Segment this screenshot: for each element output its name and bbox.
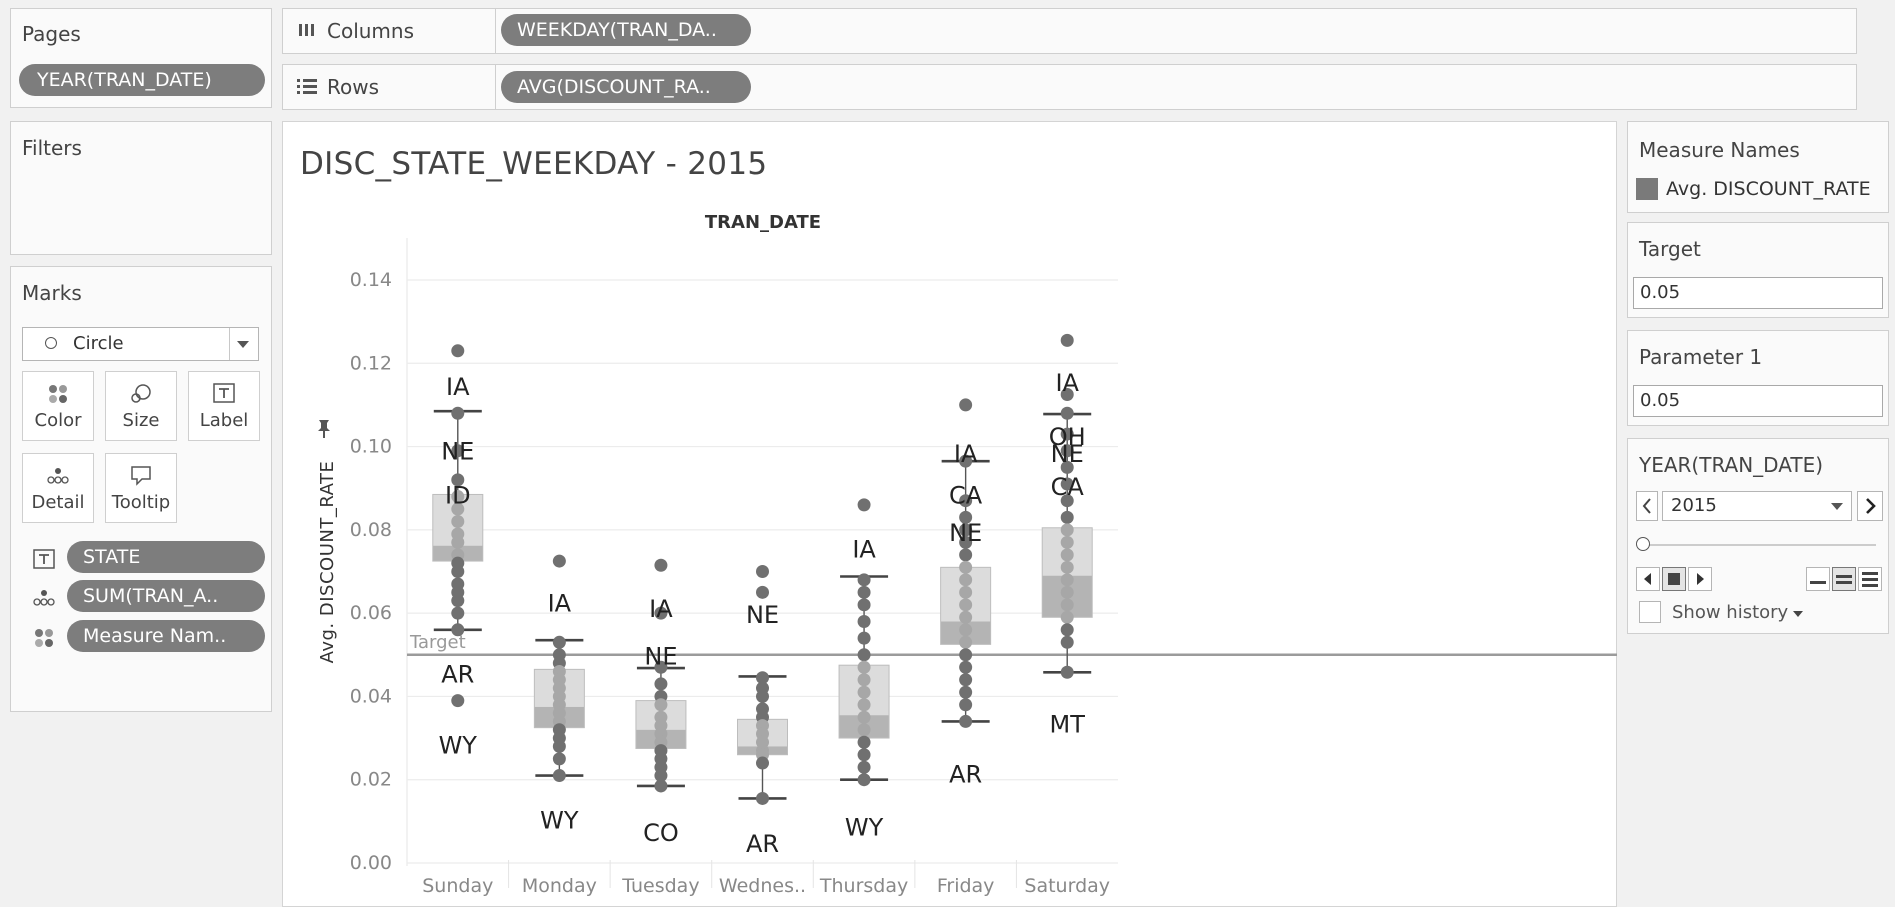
target-parameter-card: Target 0.05 [1627, 222, 1889, 318]
page-slider-track[interactable] [1644, 544, 1876, 546]
measure-names-pill[interactable]: Measure Nam.. [67, 620, 265, 652]
worksheet-canvas [282, 121, 1617, 907]
show-history-label[interactable]: Show history [1672, 602, 1789, 623]
speed-slow-button[interactable] [1806, 567, 1830, 591]
detail-button[interactable]: Detail [22, 453, 94, 523]
marks-title: Marks [22, 281, 82, 305]
chevron-right-icon [1866, 498, 1876, 514]
mark-type-label: Circle [73, 333, 124, 354]
color-label: Color [34, 410, 82, 431]
legend-panel: Measure Names Avg. DISCOUNT_RATE [1627, 121, 1889, 213]
shelf-divider [495, 9, 496, 53]
play-forward-icon [1697, 573, 1704, 585]
chevron-down-icon [1831, 503, 1843, 510]
mark-type-dropdown[interactable]: Circle [22, 327, 259, 361]
state-pill[interactable]: STATE [67, 541, 265, 573]
pages-title: Pages [22, 22, 81, 46]
legend-title: Measure Names [1639, 138, 1800, 162]
target-input[interactable]: 0.05 [1633, 277, 1883, 309]
text-label-icon [33, 549, 55, 569]
marks-panel: Marks Circle Color Size Label Detail Too… [10, 266, 272, 712]
avg-discount-pill[interactable]: AVG(DISCOUNT_RA.. [501, 71, 751, 103]
chevron-left-icon [1642, 498, 1651, 514]
tooltip-icon [131, 466, 151, 486]
tooltip-button[interactable]: Tooltip [105, 453, 177, 523]
caret-down-icon[interactable] [1793, 611, 1803, 617]
legend-swatch[interactable] [1636, 178, 1658, 200]
columns-icon [299, 24, 314, 36]
year-page-control: YEAR(TRAN_DATE) 2015 Show history [1627, 438, 1889, 634]
size-label: Size [122, 410, 160, 431]
sum-tran-pill[interactable]: SUM(TRAN_A.. [67, 580, 265, 612]
rows-label: Rows [327, 75, 380, 99]
size-button[interactable]: Size [105, 371, 177, 441]
columns-label: Columns [327, 19, 415, 43]
pages-panel: Pages YEAR(TRAN_DATE) [10, 8, 272, 108]
next-button[interactable] [1857, 491, 1883, 521]
year-control-title: YEAR(TRAN_DATE) [1639, 453, 1824, 477]
color-icon [35, 629, 53, 647]
speed-slow-icon [1810, 581, 1826, 584]
label-button[interactable]: Label [188, 371, 260, 441]
filters-title: Filters [22, 136, 82, 160]
page-slider-handle[interactable] [1636, 537, 1650, 551]
dropdown-divider [229, 328, 230, 360]
year-select-value: 2015 [1671, 495, 1717, 516]
tooltip-label: Tooltip [111, 492, 171, 513]
speed-fast-icon [1862, 572, 1878, 587]
worksheet-title: DISC_STATE_WEEKDAY - 2015 [300, 146, 768, 182]
shelf-divider [495, 65, 496, 109]
rows-icon [297, 79, 317, 94]
text-label-icon [213, 383, 235, 403]
size-icon [131, 384, 151, 403]
label-label: Label [199, 410, 249, 431]
play-back-icon [1644, 573, 1651, 585]
detail-icon [47, 468, 69, 484]
weekday-pill[interactable]: WEEKDAY(TRAN_DA.. [501, 14, 751, 46]
target-title: Target [1639, 237, 1701, 261]
filters-panel[interactable]: Filters [10, 121, 272, 255]
play-back-button[interactable] [1636, 567, 1660, 591]
circle-icon [45, 337, 57, 349]
stop-icon [1668, 573, 1680, 585]
speed-medium-button[interactable] [1832, 567, 1856, 591]
color-icon [49, 385, 67, 403]
parameter1-card: Parameter 1 0.05 [1627, 330, 1889, 426]
color-button[interactable]: Color [22, 371, 94, 441]
show-history-checkbox[interactable] [1639, 601, 1661, 623]
play-forward-button[interactable] [1688, 567, 1712, 591]
speed-fast-button[interactable] [1858, 567, 1882, 591]
speed-medium-icon [1836, 575, 1852, 584]
columns-shelf: Columns WEEKDAY(TRAN_DA.. [282, 8, 1857, 54]
legend-item-label[interactable]: Avg. DISCOUNT_RATE [1666, 178, 1871, 200]
detail-icon [33, 590, 55, 606]
rows-shelf: Rows AVG(DISCOUNT_RA.. [282, 64, 1857, 110]
chevron-down-icon [237, 341, 249, 348]
prev-button[interactable] [1636, 491, 1658, 521]
detail-label: Detail [31, 492, 85, 513]
stop-button[interactable] [1662, 567, 1686, 591]
parameter1-input[interactable]: 0.05 [1633, 385, 1883, 417]
year-pill[interactable]: YEAR(TRAN_DATE) [19, 64, 265, 96]
year-select[interactable]: 2015 [1662, 491, 1852, 521]
parameter1-title: Parameter 1 [1639, 345, 1763, 369]
